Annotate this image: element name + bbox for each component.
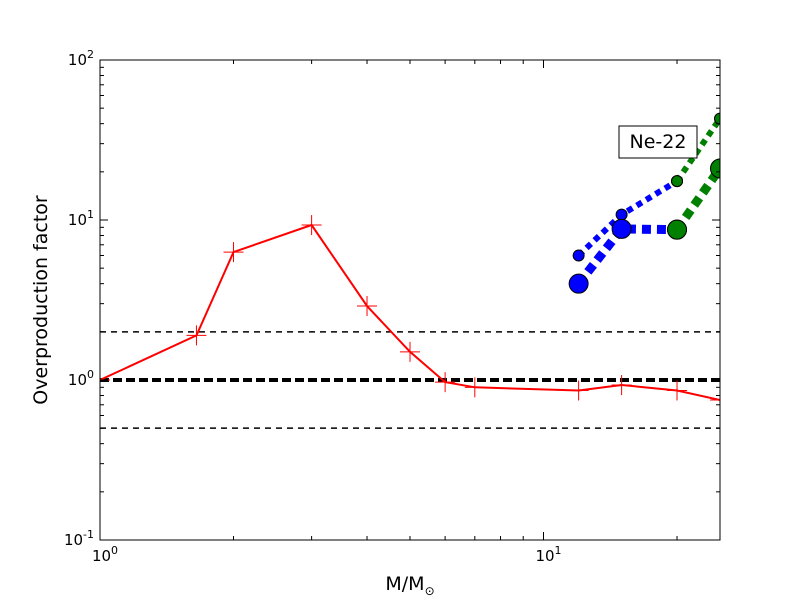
data-point bbox=[671, 175, 684, 188]
y-tick-label: 101 bbox=[68, 208, 94, 229]
data-point bbox=[667, 219, 688, 240]
tick-base: 10 bbox=[64, 531, 83, 549]
x-axis-label-main: M/M bbox=[385, 573, 424, 595]
series-line-4 bbox=[673, 165, 720, 233]
x-tick-label: 101 bbox=[535, 544, 561, 565]
y-tick-label: 102 bbox=[68, 48, 94, 69]
series-3 bbox=[671, 112, 720, 188]
data-point bbox=[568, 273, 589, 294]
x-axis-label: M/M⊙ bbox=[385, 573, 434, 598]
data-point bbox=[572, 249, 585, 262]
series-4 bbox=[667, 158, 720, 240]
ticks-layer bbox=[99, 59, 720, 541]
tick-exponent: 1 bbox=[87, 208, 94, 221]
series-0 bbox=[100, 215, 720, 410]
data-point bbox=[400, 341, 420, 362]
tick-exponent: 2 bbox=[87, 48, 94, 61]
x-axis-label-sub: ⊙ bbox=[425, 584, 435, 598]
data-point bbox=[611, 375, 632, 396]
data-point bbox=[714, 112, 720, 125]
y-tick-label: 100 bbox=[68, 368, 94, 389]
data-point bbox=[611, 218, 632, 239]
y-axis-label: Overproduction factor bbox=[30, 195, 52, 405]
tick-exponent: 1 bbox=[555, 544, 562, 557]
tick-base: 10 bbox=[68, 211, 87, 229]
data-point bbox=[615, 208, 628, 221]
x-tick-label: 100 bbox=[92, 544, 118, 565]
data-point bbox=[710, 389, 720, 410]
tick-base: 10 bbox=[535, 547, 554, 565]
series-line-3 bbox=[674, 116, 720, 183]
data-point bbox=[357, 296, 378, 317]
tick-base: 10 bbox=[68, 371, 87, 389]
y-tick-label: 10-1 bbox=[64, 528, 94, 549]
tick-exponent: -1 bbox=[83, 528, 94, 541]
series-layer bbox=[100, 112, 720, 410]
data-point bbox=[464, 377, 485, 398]
data-point bbox=[568, 380, 589, 401]
annotation-label: Ne-22 bbox=[630, 131, 687, 153]
reference-lines bbox=[100, 331, 720, 429]
tick-exponent: 0 bbox=[87, 368, 94, 381]
data-point bbox=[710, 158, 720, 179]
tick-base: 10 bbox=[68, 51, 87, 69]
data-point bbox=[301, 215, 322, 236]
data-point bbox=[223, 242, 244, 263]
data-point bbox=[435, 372, 456, 393]
tick-base: 10 bbox=[92, 547, 111, 565]
data-point bbox=[667, 380, 688, 401]
tick-exponent: 0 bbox=[111, 544, 118, 557]
annotation-box: Ne-22 bbox=[618, 125, 698, 159]
data-point bbox=[186, 325, 207, 346]
series-line-2 bbox=[575, 224, 678, 287]
series-line-0 bbox=[100, 223, 720, 401]
